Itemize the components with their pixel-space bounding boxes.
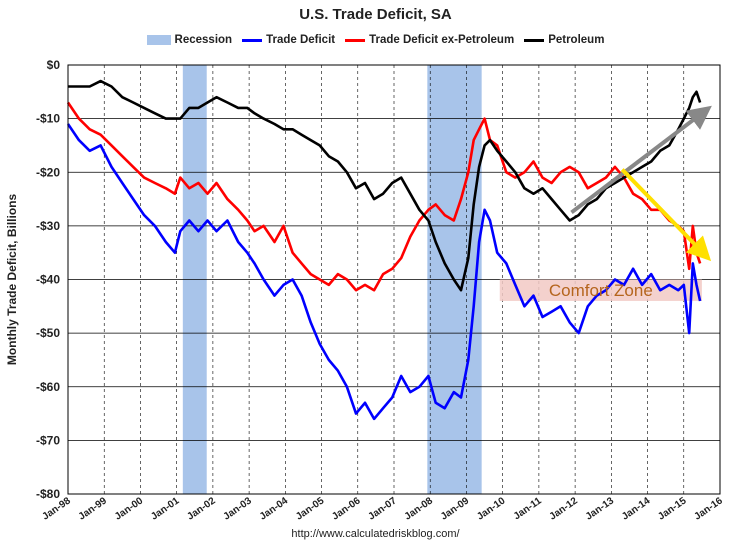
y-tick-label: -$70 [36, 433, 60, 447]
comfort-zone-band [499, 279, 702, 301]
x-tick-label: Jan-05 [294, 495, 327, 522]
y-tick-label: -$40 [36, 273, 60, 287]
y-tick-label: -$60 [36, 380, 60, 394]
chart-legend: Recession Trade Deficit Trade Deficit ex… [0, 34, 751, 46]
x-tick-label: Jan-04 [258, 495, 291, 522]
x-tick-label: Jan-03 [222, 495, 255, 522]
y-tick-label: -$20 [36, 165, 60, 179]
comfort-zone-label: Comfort Zone [549, 281, 653, 300]
chart-title: U.S. Trade Deficit, SA [299, 6, 452, 23]
x-tick-label: Jan-13 [584, 495, 617, 522]
legend-swatch-trade-deficit-ex-petroleum [345, 38, 366, 42]
series-line-trade-deficit-ex-petroleum [66, 101, 702, 292]
x-tick-label: Jan-16 [692, 495, 725, 522]
x-tick-label: Jan-07 [366, 495, 399, 522]
legend-label-trade-deficit: Trade Deficit [266, 34, 336, 46]
legend-item-petroleum: Petroleum [524, 34, 604, 46]
y-axis-label: Monthly Trade Deficit, Billions [5, 194, 19, 366]
y-tick-label: -$30 [36, 219, 60, 233]
x-tick-label: Jan-12 [548, 495, 581, 522]
legend-item-recession: Recession [146, 34, 233, 46]
series-line-petroleum [68, 79, 702, 292]
y-tick-label: $0 [47, 58, 61, 72]
legend-swatch-recession [146, 35, 171, 45]
x-tick-label: Jan-09 [439, 495, 472, 522]
x-tick-label: Jan-01 [149, 495, 182, 522]
x-tick-label: Jan-00 [113, 495, 146, 522]
x-tick-label: Jan-11 [512, 495, 544, 522]
legend-label-petroleum: Petroleum [548, 34, 605, 46]
y-tick-label: -$10 [36, 112, 60, 126]
y-tick-label: -$50 [36, 326, 60, 340]
legend-item-trade-deficit: Trade Deficit [242, 34, 335, 46]
trend-arrow-2 [620, 168, 712, 262]
x-tick-label: Jan-14 [620, 495, 653, 522]
y-tick-label: -$80 [36, 487, 60, 501]
legend-label-recession: Recession [174, 34, 233, 46]
trend-arrow-1 [570, 105, 712, 215]
x-tick-label: Jan-08 [403, 495, 436, 522]
legend-swatch-petroleum [524, 38, 545, 42]
x-tick-label: Jan-06 [330, 495, 363, 522]
x-tick-label: Jan-10 [475, 495, 508, 522]
source-url: http://www.calculatedriskblog.com/ [291, 528, 460, 540]
x-tick-label: Jan-15 [656, 495, 689, 522]
legend-label-trade-deficit-ex-petroleum: Trade Deficit ex-Petroleum [369, 34, 515, 46]
legend-swatch-trade-deficit [242, 38, 263, 42]
legend-item-trade-deficit-ex-petroleum: Trade Deficit ex-Petroleum [345, 34, 514, 46]
series-line-trade-deficit [66, 123, 702, 421]
plot-area-border [67, 64, 721, 495]
x-tick-label: Jan-99 [77, 495, 110, 522]
x-tick-label: Jan-02 [185, 495, 218, 522]
